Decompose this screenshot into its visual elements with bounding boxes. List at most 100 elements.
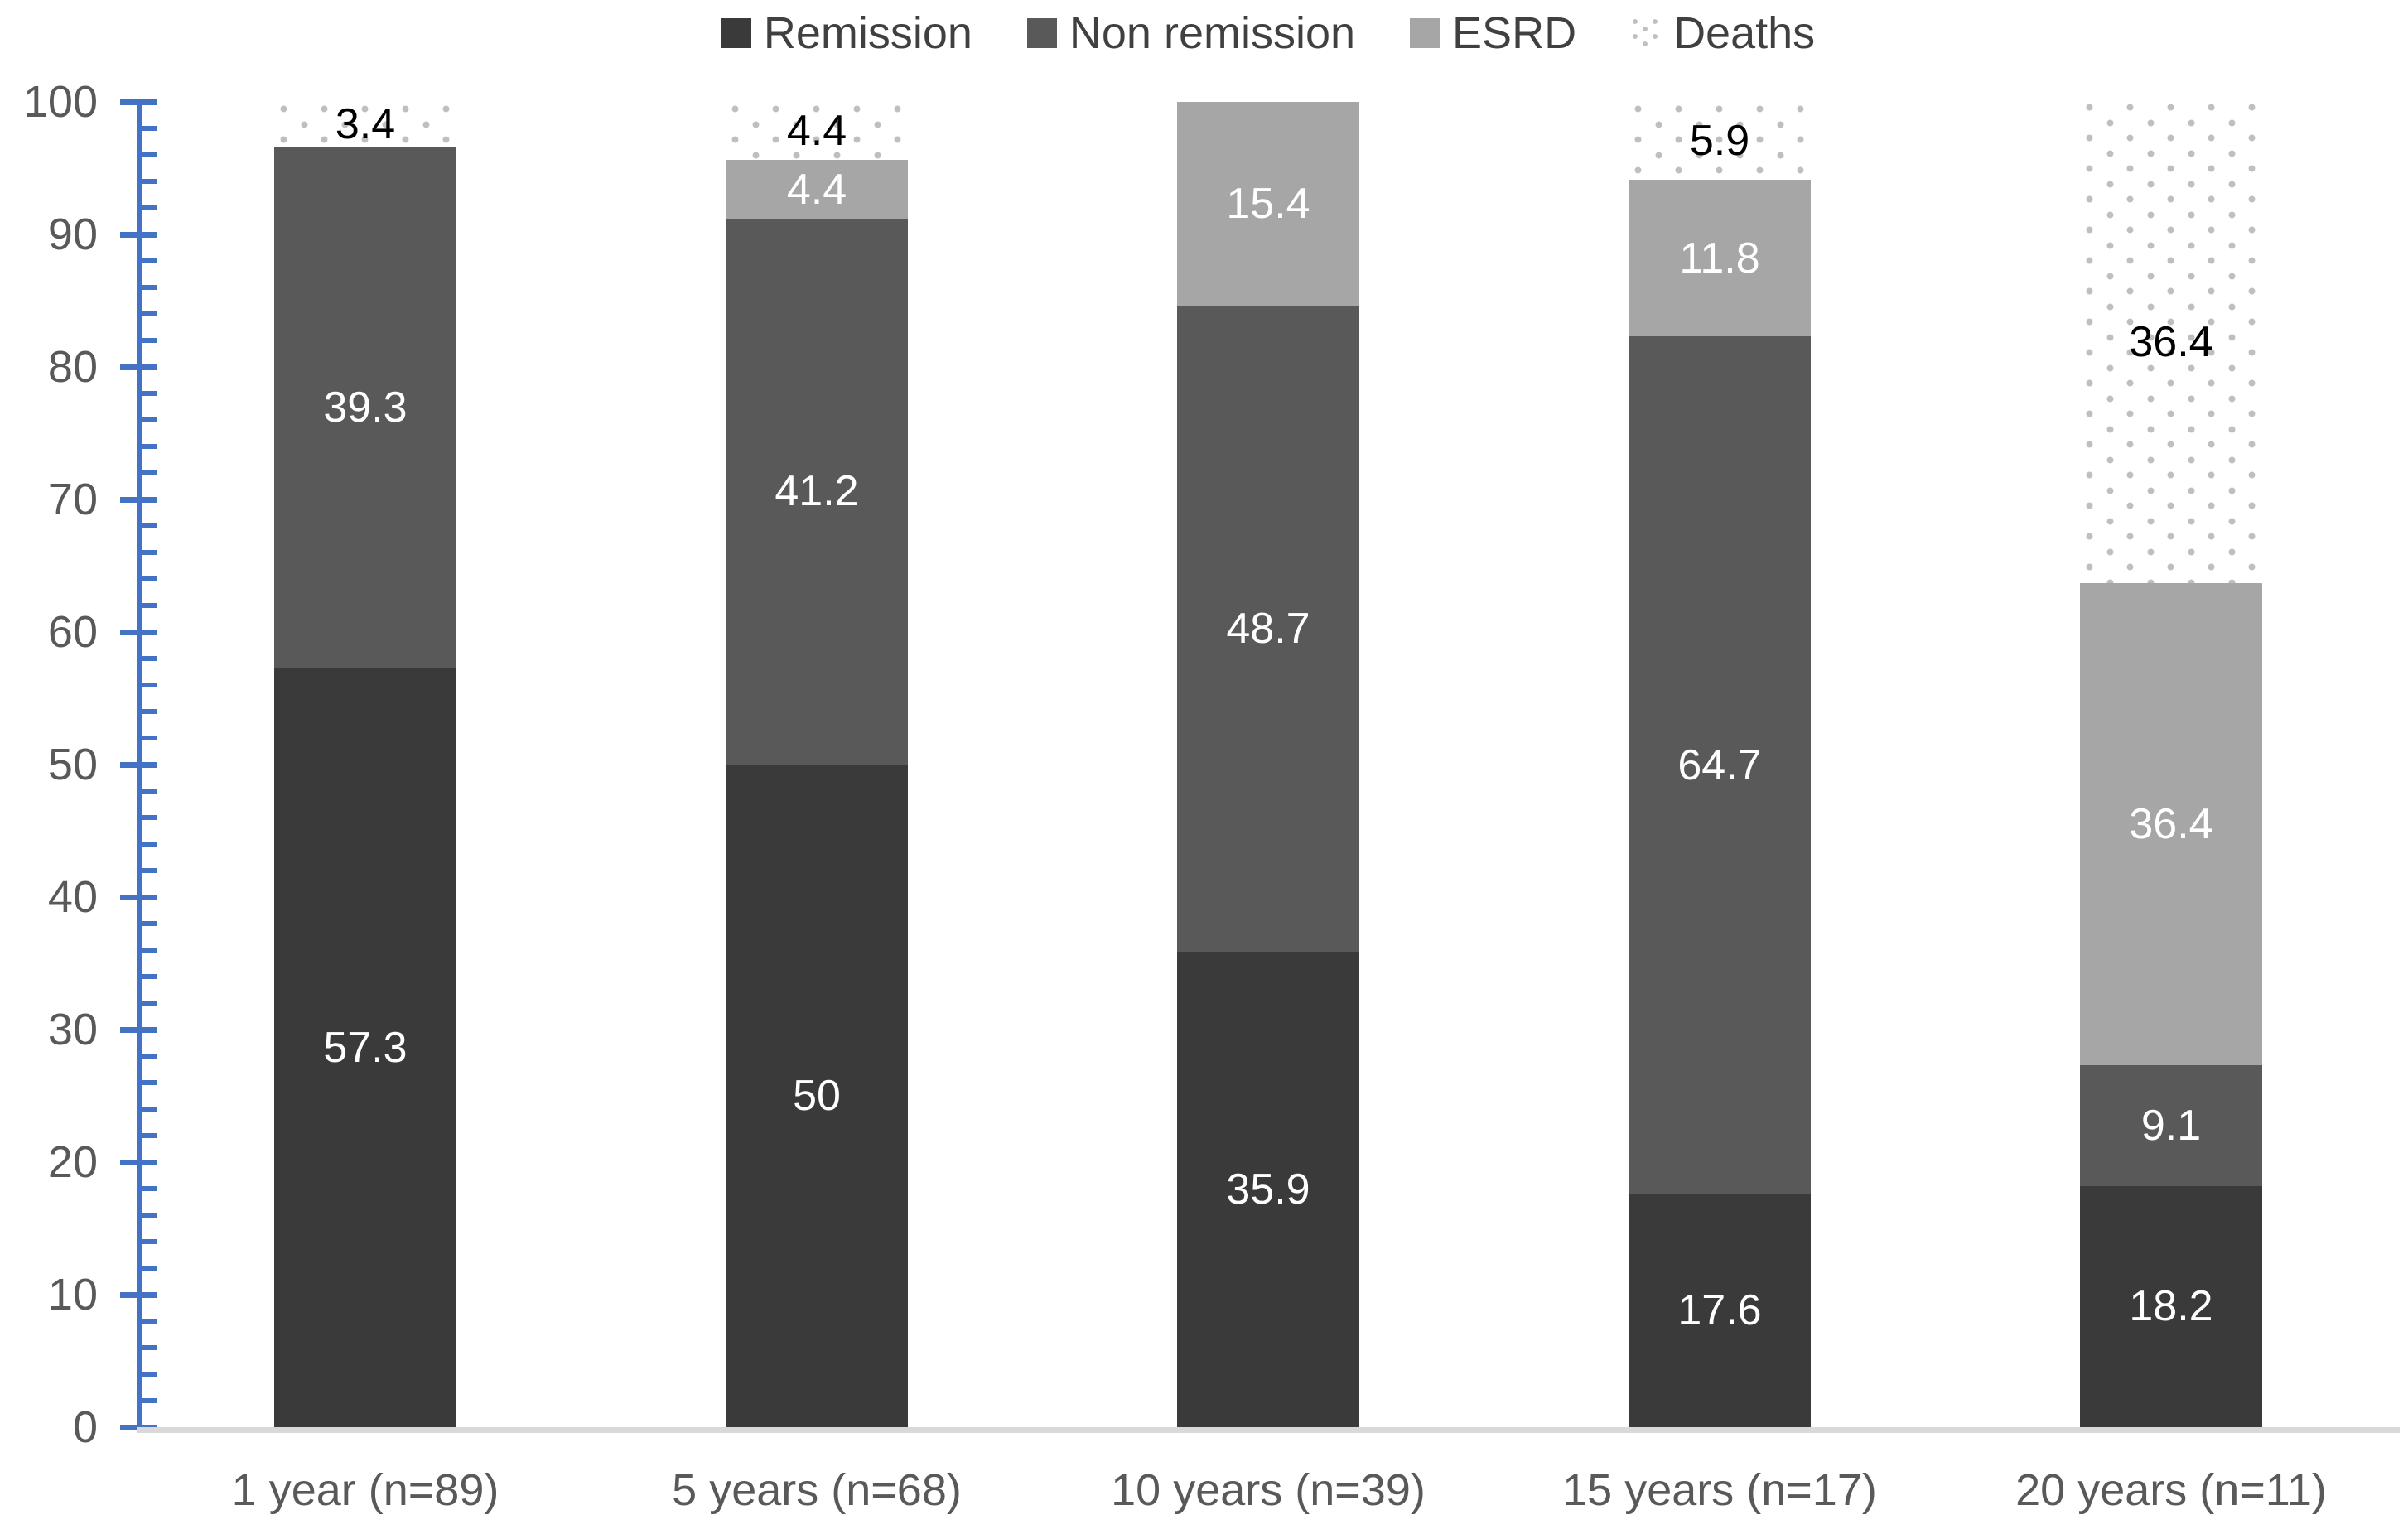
legend-label-remission: Remission [763, 8, 972, 58]
y-minor-tick [142, 1186, 157, 1191]
segment-deaths: 36.4 [2080, 100, 2262, 583]
y-minor-tick [142, 1239, 157, 1244]
segment-remission: 17.6 [1629, 1194, 1811, 1427]
segment-non-remission: 9.1 [2080, 1065, 2262, 1186]
segment-esrd: 36.4 [2080, 582, 2262, 1066]
y-tick-label: 10 [47, 1270, 98, 1319]
bar-1-year-n-89: 57.3 39.3 3.4 [274, 102, 456, 1427]
segment-remission: 50 [726, 765, 908, 1427]
y-minor-tick [142, 576, 157, 581]
y-tick-label: 60 [47, 607, 98, 657]
chart-legend: Remission Non remission ESRD Deaths [137, 7, 2400, 60]
y-minor-tick [142, 921, 157, 926]
y-minor-tick [142, 523, 157, 528]
segment-deaths: 4.4 [726, 102, 908, 161]
y-major-tick [120, 232, 157, 238]
y-tick-label: 40 [47, 872, 98, 922]
segment-value-label: 48.7 [1226, 604, 1310, 653]
y-major-tick [120, 1160, 157, 1165]
segment-remission: 35.9 [1177, 951, 1359, 1427]
y-minor-tick [142, 1345, 157, 1350]
legend-swatch-remission [721, 18, 751, 48]
segment-non-remission: 39.3 [274, 147, 456, 668]
y-minor-tick [142, 948, 157, 953]
y-tick-label: 50 [47, 740, 98, 789]
y-minor-tick [142, 470, 157, 475]
legend-swatch-esrd [1410, 18, 1440, 48]
y-tick-label: 80 [47, 342, 98, 392]
y-major-tick [120, 762, 157, 768]
segment-value-label: 5.9 [1689, 117, 1750, 166]
bar-20-years-n-11: 18.2 9.1 36.4 36.4 [2080, 100, 2262, 1427]
y-minor-tick [142, 391, 157, 396]
bar-10-years-n-39: 35.9 48.7 15.4 [1177, 102, 1359, 1427]
segment-esrd: 15.4 [1177, 102, 1359, 306]
segment-value-label: 39.3 [323, 383, 408, 432]
y-minor-tick [142, 152, 157, 157]
segment-value-label: 17.6 [1677, 1286, 1762, 1335]
y-minor-tick [142, 126, 157, 131]
y-minor-tick [142, 338, 157, 343]
segment-deaths: 3.4 [274, 102, 456, 147]
segment-value-label: 18.2 [2129, 1282, 2213, 1331]
y-minor-tick [142, 1372, 157, 1377]
x-category-label: 15 years (n=17) [1562, 1465, 1877, 1515]
legend-swatch-non-remission [1026, 18, 1057, 48]
y-minor-tick [142, 1319, 157, 1324]
x-category-label: 10 years (n=39) [1111, 1465, 1426, 1515]
y-major-tick [120, 1027, 157, 1033]
y-minor-tick [142, 311, 157, 316]
y-minor-tick [142, 656, 157, 661]
segment-remission: 57.3 [274, 668, 456, 1427]
segment-value-label: 36.4 [2129, 799, 2213, 848]
segment-value-label: 3.4 [335, 100, 396, 149]
segment-value-label: 11.8 [1679, 234, 1760, 282]
bar-15-years-n-17: 17.6 64.7 11.8 5.9 [1629, 102, 1811, 1427]
y-minor-tick [142, 789, 157, 794]
legend-label-deaths: Deaths [1673, 8, 1816, 58]
x-category-label: 1 year (n=89) [231, 1465, 499, 1515]
x-category-label: 5 years (n=68) [672, 1465, 962, 1515]
y-minor-tick [142, 815, 157, 820]
y-minor-tick [142, 550, 157, 555]
legend-item-deaths: Deaths [1631, 11, 1815, 55]
x-category-label: 20 years (n=11) [2015, 1465, 2327, 1515]
y-major-tick [120, 1292, 157, 1298]
y-minor-tick [142, 1080, 157, 1085]
segment-deaths: 5.9 [1629, 102, 1811, 181]
legend-swatch-deaths [1631, 18, 1662, 48]
segment-value-label: 57.3 [323, 1023, 408, 1072]
y-tick-label: 70 [47, 475, 98, 524]
y-minor-tick [142, 842, 157, 847]
x-axis-line [137, 1427, 2400, 1433]
y-minor-tick [142, 1001, 157, 1006]
y-major-tick [120, 99, 157, 105]
y-major-tick [120, 630, 157, 635]
y-minor-tick [142, 603, 157, 608]
y-minor-tick [142, 205, 157, 210]
y-major-tick [120, 364, 157, 370]
segment-non-remission: 41.2 [726, 218, 908, 765]
y-minor-tick [142, 683, 157, 687]
segment-remission: 18.2 [2080, 1185, 2262, 1427]
y-tick-label: 30 [47, 1005, 98, 1054]
segment-value-label: 64.7 [1677, 740, 1762, 789]
y-tick-label: 0 [72, 1402, 98, 1452]
segment-non-remission: 48.7 [1177, 306, 1359, 952]
segment-esrd: 11.8 [1629, 180, 1811, 337]
y-minor-tick [142, 1107, 157, 1112]
segment-value-label: 4.4 [786, 107, 847, 156]
y-minor-tick [142, 974, 157, 979]
y-minor-tick [142, 1266, 157, 1271]
y-minor-tick [142, 285, 157, 290]
y-major-tick [120, 895, 157, 900]
y-minor-tick [142, 417, 157, 422]
bar-5-years-n-68: 50 41.2 4.4 4.4 [726, 102, 908, 1427]
legend-item-remission: Remission [721, 11, 972, 55]
y-tick-label: 20 [47, 1137, 98, 1187]
segment-value-label: 35.9 [1226, 1165, 1310, 1213]
segment-value-label: 50 [793, 1072, 841, 1120]
y-minor-tick [142, 1054, 157, 1059]
y-minor-tick [142, 444, 157, 449]
